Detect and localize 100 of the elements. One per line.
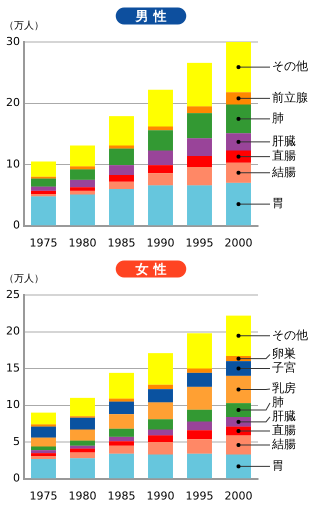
bar <box>70 418 95 430</box>
bar <box>226 403 251 418</box>
bar <box>148 353 173 385</box>
bar <box>31 450 56 454</box>
bar <box>226 435 251 455</box>
y-tick-label: 20 <box>6 96 20 110</box>
bar <box>226 376 251 404</box>
bar <box>31 178 56 187</box>
series-label: その他 <box>272 59 308 74</box>
y-tick-label: 25 <box>6 288 20 301</box>
bar <box>187 386 212 410</box>
bar <box>226 316 251 356</box>
bar <box>148 126 173 130</box>
bar <box>187 113 212 138</box>
bar <box>148 185 173 226</box>
chart-title: 女 性 <box>134 262 166 278</box>
bar <box>70 187 95 191</box>
bar <box>187 166 212 186</box>
series-label: 肺 <box>272 111 284 126</box>
bar <box>31 186 56 191</box>
bar <box>109 116 134 146</box>
bar <box>31 412 56 424</box>
bar <box>148 173 173 186</box>
bar <box>187 185 212 226</box>
bar <box>70 448 95 452</box>
bar <box>226 133 251 150</box>
y-tick-label: 5 <box>12 434 20 448</box>
bar <box>70 169 95 180</box>
chart-title: 男 性 <box>134 9 166 24</box>
x-tick-label: 1980 <box>68 489 96 502</box>
bar <box>148 384 173 390</box>
bar <box>109 414 134 429</box>
bar <box>31 453 56 456</box>
y-tick-label: 20 <box>6 324 20 338</box>
bar <box>70 398 95 416</box>
x-tick-label: 2000 <box>224 236 252 250</box>
bar <box>31 424 56 427</box>
series-label: 前立腺 <box>272 90 308 104</box>
bar <box>148 389 173 402</box>
bar <box>148 130 173 150</box>
bar <box>31 190 56 194</box>
bar <box>31 196 56 226</box>
bar <box>109 174 134 182</box>
bar <box>109 402 134 414</box>
bar <box>148 419 173 430</box>
x-tick-label: 1985 <box>108 236 136 250</box>
bar <box>187 454 212 478</box>
bar <box>148 165 173 174</box>
series-label: 乳房 <box>272 381 296 396</box>
bar <box>187 430 212 440</box>
bar <box>187 333 212 369</box>
series-label: 直腸 <box>272 423 296 438</box>
x-tick-label: 1985 <box>108 489 136 502</box>
bar <box>31 426 56 438</box>
bar <box>148 454 173 478</box>
bar <box>226 92 251 104</box>
y-tick-label: 0 <box>12 218 20 232</box>
bar <box>226 182 251 226</box>
bar <box>109 189 134 226</box>
bar <box>148 430 173 436</box>
bar <box>70 452 95 458</box>
bar <box>148 435 173 442</box>
bar <box>70 194 95 226</box>
y-tick-label: 30 <box>6 34 20 48</box>
bar <box>226 150 251 163</box>
x-tick-label: 1975 <box>29 489 58 502</box>
bar <box>226 104 251 134</box>
bar <box>226 361 251 376</box>
x-tick-label: 1975 <box>29 236 58 250</box>
bar <box>187 138 212 156</box>
series-label: 卵巣 <box>272 346 296 361</box>
bar <box>109 398 134 402</box>
x-tick-label: 1990 <box>146 489 174 502</box>
bar <box>109 454 134 478</box>
bar <box>70 166 95 170</box>
bar <box>187 368 212 373</box>
x-tick-label: 1990 <box>146 236 174 250</box>
bar <box>187 106 212 114</box>
bar <box>109 146 134 149</box>
bar <box>148 402 173 420</box>
bar <box>31 446 56 450</box>
bar <box>226 417 251 427</box>
y-axis-title: （万人） <box>4 274 44 285</box>
bar <box>70 446 95 449</box>
bar <box>187 439 212 454</box>
bar <box>109 428 134 437</box>
series-label: 胃 <box>272 196 284 210</box>
bar <box>187 421 212 430</box>
bar <box>31 161 56 177</box>
bar <box>31 194 56 196</box>
bar <box>70 180 95 188</box>
y-tick-label: 10 <box>6 157 20 170</box>
bar <box>187 372 212 387</box>
series-label: 結腸 <box>271 164 296 179</box>
bar <box>109 436 134 442</box>
y-tick-label: 15 <box>6 361 20 374</box>
bar <box>226 454 251 478</box>
series-label: 肝臓 <box>272 409 296 424</box>
bar <box>31 458 56 478</box>
bar <box>70 458 95 478</box>
